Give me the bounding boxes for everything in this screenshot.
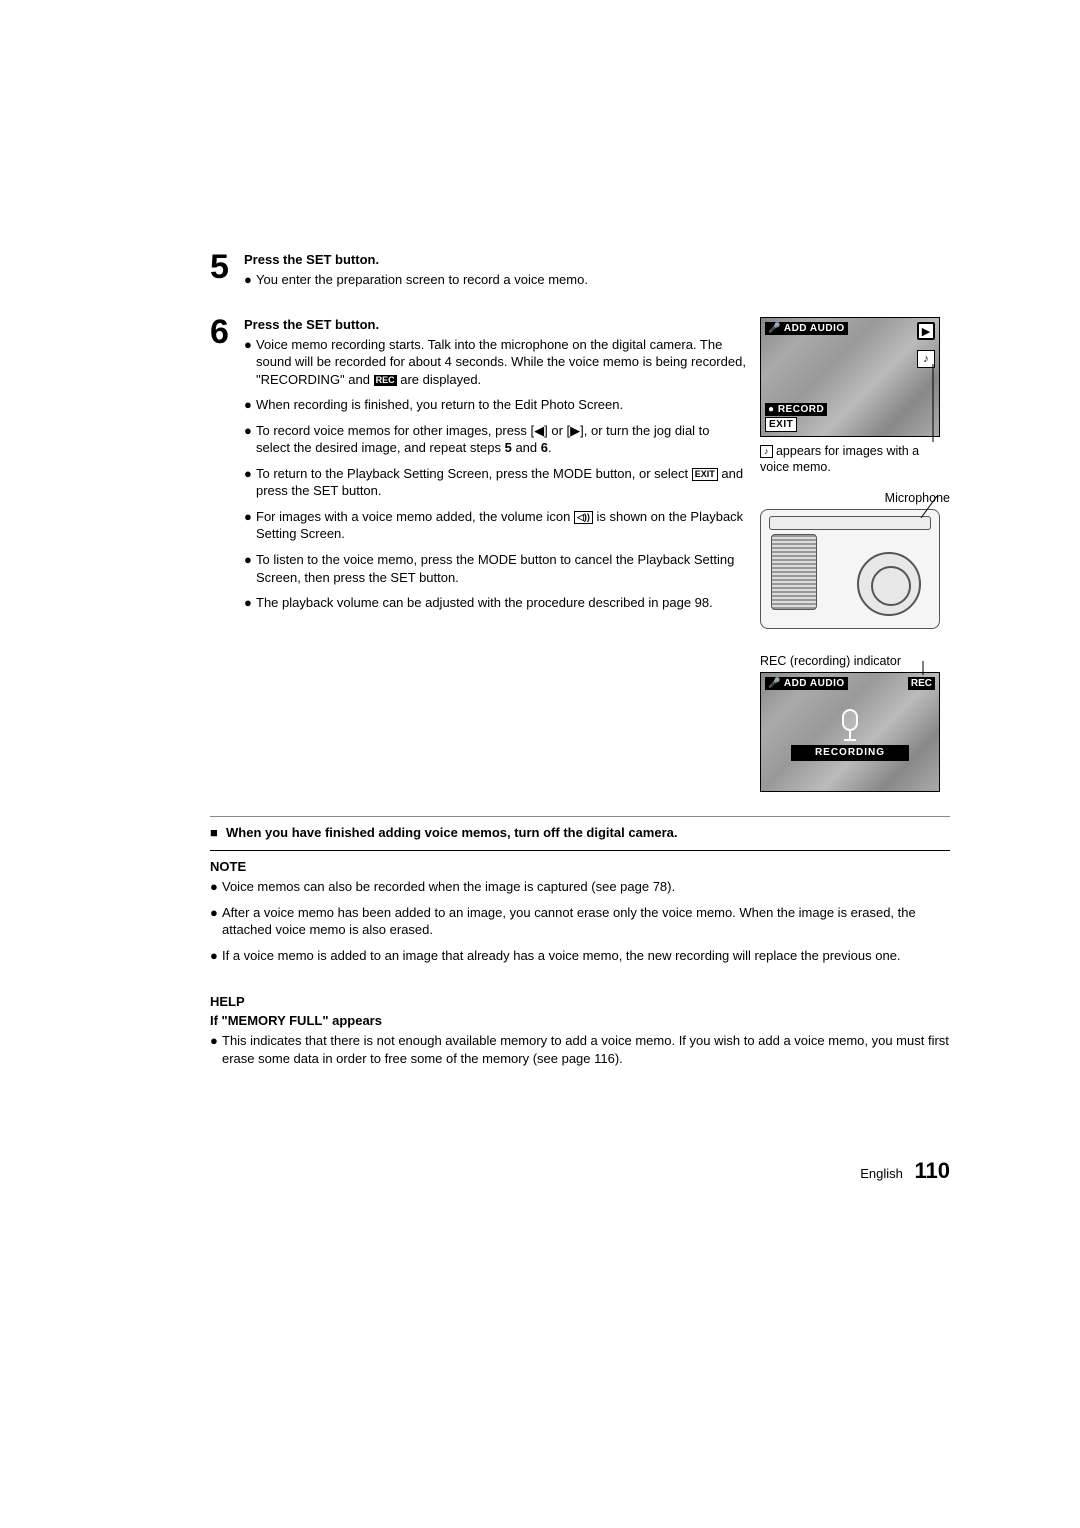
help-subheading: If "MEMORY FULL" appears: [210, 1013, 950, 1028]
bullet-text: For images with a voice memo added, the …: [256, 508, 746, 543]
lcd-record-label: ● RECORD: [765, 403, 827, 416]
bullet-dot: ●: [210, 904, 222, 939]
divider: [210, 816, 950, 817]
step-title: Press the SET button.: [244, 317, 746, 332]
camera-lens: [857, 552, 921, 616]
square-bullet-icon: ■: [210, 825, 226, 840]
step-6: 6 Press the SET button. ● Voice memo rec…: [210, 315, 950, 799]
bullet-text: You enter the preparation screen to reco…: [256, 271, 950, 289]
bullet: ● To return to the Playback Setting Scre…: [244, 465, 746, 500]
bullet: ● When recording is finished, you return…: [244, 396, 746, 414]
help-text: This indicates that there is not enough …: [222, 1032, 950, 1067]
bullet-dot: ●: [244, 422, 256, 457]
step-body: Press the SET button. ● You enter the pr…: [244, 250, 950, 297]
page-footer: English 110: [210, 1158, 950, 1184]
camera-illustration: [760, 509, 940, 629]
bullet-text-part: To return to the Playback Setting Screen…: [256, 466, 692, 481]
bullet: ● For images with a voice memo added, th…: [244, 508, 746, 543]
closing-instruction: ■ When you have finished adding voice me…: [210, 825, 950, 840]
note-bullet: ● After a voice memo has been added to a…: [210, 904, 950, 939]
camera-top: [769, 516, 931, 530]
note-text: After a voice memo has been added to an …: [222, 904, 950, 939]
note-text: If a voice memo is added to an image tha…: [222, 947, 950, 965]
bullet-text-part: are displayed.: [400, 372, 481, 387]
note-text: Voice memos can also be recorded when th…: [222, 878, 950, 896]
divider: [210, 850, 950, 851]
pointer-line-icon: [915, 496, 945, 526]
bullet-text: When recording is finished, you return t…: [256, 396, 746, 414]
lcd-record-text: RECORD: [778, 404, 824, 415]
lcd-title: 🎤 ADD AUDIO: [765, 677, 848, 690]
step-number: 5: [210, 250, 244, 297]
step-title: Press the SET button.: [244, 252, 950, 267]
bullet-dot: ●: [210, 878, 222, 896]
microphone-icon: [839, 709, 861, 741]
step-right-column: 🎤 ADD AUDIO ▶ ♪ ● RECORD EXIT ♪ appears …: [760, 317, 950, 799]
bullet: ● To listen to the voice memo, press the…: [244, 551, 746, 586]
lcd-title-text: ADD AUDIO: [784, 323, 845, 334]
bullet: ● Voice memo recording starts. Talk into…: [244, 336, 746, 389]
recording-bar: RECORDING: [791, 745, 909, 761]
bullet: ● You enter the preparation screen to re…: [244, 271, 950, 289]
exit-icon: EXIT: [692, 468, 718, 481]
note-bullet: ● Voice memos can also be recorded when …: [210, 878, 950, 896]
bullet-text: To listen to the voice memo, press the M…: [256, 551, 746, 586]
step-left-column: Press the SET button. ● Voice memo recor…: [244, 317, 746, 799]
lcd-screenshot-recording: 🎤 ADD AUDIO REC RECORDING: [760, 672, 940, 792]
step-5: 5 Press the SET button. ● You enter the …: [210, 250, 950, 297]
help-heading: HELP: [210, 994, 950, 1009]
bullet-dot: ●: [244, 396, 256, 414]
help-bullet: ● This indicates that there is not enoug…: [210, 1032, 950, 1067]
bullet-text-part: For images with a voice memo added, the …: [256, 509, 574, 524]
step-number: 6: [210, 315, 244, 799]
footer-page-number: 110: [915, 1158, 951, 1183]
lcd-title-text: ADD AUDIO: [784, 678, 845, 689]
footer-language: English: [860, 1166, 903, 1181]
lcd-screenshot-add-audio: 🎤 ADD AUDIO ▶ ♪ ● RECORD EXIT: [760, 317, 940, 437]
rec-icon: REC: [374, 375, 397, 386]
caption-text: appears for images with a voice memo.: [760, 444, 919, 475]
playback-icon: ▶: [917, 322, 935, 340]
lcd-exit-label: EXIT: [765, 417, 797, 432]
bullet-dot: ●: [244, 594, 256, 612]
volume-icon: ◁)): [574, 511, 593, 524]
bullet-dot: ●: [244, 508, 256, 543]
manual-page: 5 Press the SET button. ● You enter the …: [210, 250, 950, 1075]
bullet-text: To record voice memos for other images, …: [256, 422, 746, 457]
step-body: Press the SET button. ● Voice memo recor…: [244, 315, 950, 799]
bullet-dot: ●: [244, 336, 256, 389]
step-ref: 6: [541, 440, 548, 455]
note-bullet: ● If a voice memo is added to an image t…: [210, 947, 950, 965]
bullet-dot: ●: [244, 551, 256, 586]
step-ref: 5: [505, 440, 512, 455]
note-heading: NOTE: [210, 859, 950, 874]
closing-text: When you have finished adding voice memo…: [226, 825, 677, 840]
bullet-dot: ●: [244, 271, 256, 289]
bullet-dot: ●: [210, 947, 222, 965]
camera-grip: [771, 534, 817, 610]
pointer-line-icon: [921, 364, 941, 454]
spacer: [210, 972, 950, 988]
pointer-line-icon: [913, 661, 933, 681]
bullet-dot: ●: [244, 465, 256, 500]
spacer: [760, 635, 950, 653]
bullet: ● To record voice memos for other images…: [244, 422, 746, 457]
lcd-title: 🎤 ADD AUDIO: [765, 322, 848, 335]
bullet-dot: ●: [210, 1032, 222, 1067]
voice-memo-icon: ♪: [760, 445, 773, 458]
bullet: ● The playback volume can be adjusted wi…: [244, 594, 746, 612]
bullet-text: Voice memo recording starts. Talk into t…: [256, 336, 746, 389]
bullet-text: To return to the Playback Setting Screen…: [256, 465, 746, 500]
bullet-text: The playback volume can be adjusted with…: [256, 594, 746, 612]
bullet-text-part: Voice memo recording starts. Talk into t…: [256, 337, 746, 387]
